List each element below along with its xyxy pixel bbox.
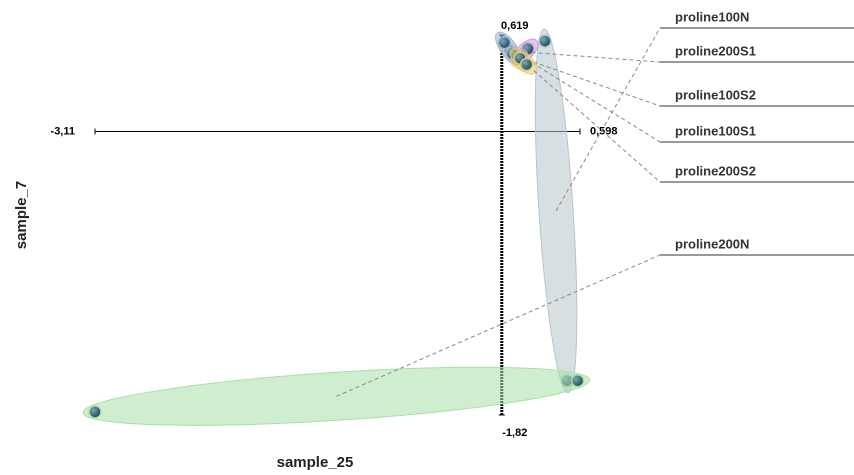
leader-line [513,54,661,107]
x-tick-label: -3,11 [51,125,75,137]
point [88,405,102,419]
point [570,373,585,388]
point [497,35,512,50]
x-tick-label: 0,598 [590,125,618,137]
y-tick-label: -1,82 [502,427,527,439]
leader-line [523,60,661,183]
leader-line [555,27,661,212]
legend-label: proline200S2 [675,163,756,178]
leader-line [524,51,661,63]
legend-label: proline100N [675,9,749,24]
point [538,34,552,48]
point [519,57,534,72]
x-axis-title: sample_25 [277,454,354,471]
y-axis-title: sample_7 [13,181,30,249]
y-tick-label: 0,619 [501,20,529,32]
legend-label: proline200N [675,236,749,251]
legend-label: proline100S1 [675,123,756,138]
leader-line [336,254,661,397]
legend-label: proline100S2 [675,87,756,102]
legend-label: proline200S1 [675,43,756,58]
